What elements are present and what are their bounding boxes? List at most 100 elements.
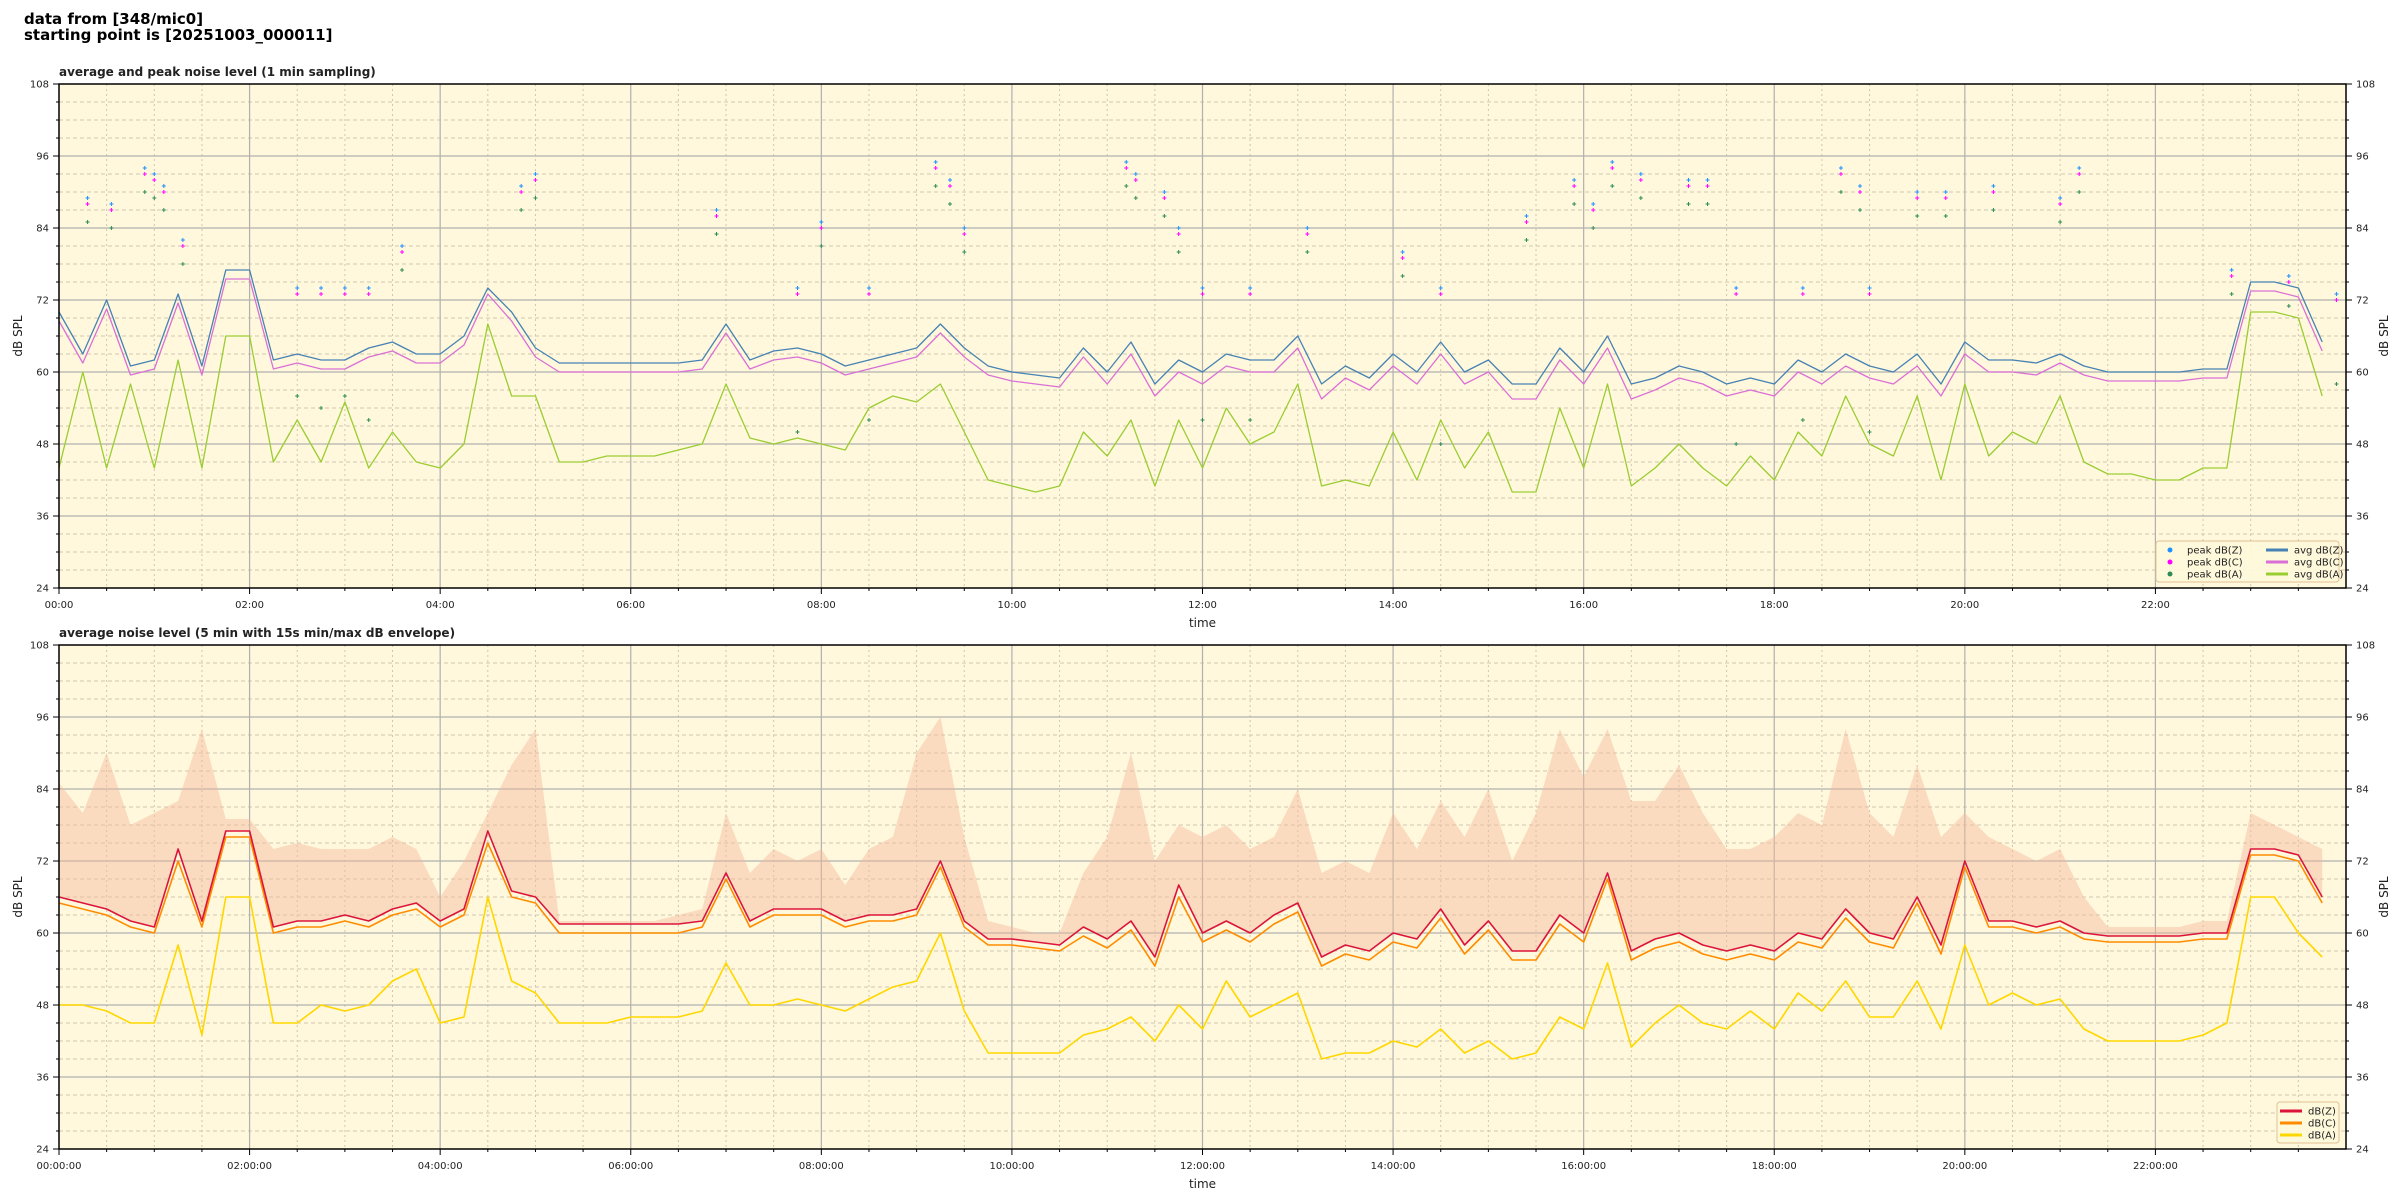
- peak-marker-peakZ: [1524, 214, 1529, 218]
- peak-marker-peakA: [1838, 190, 1843, 194]
- peak-marker-peakZ: [161, 184, 166, 188]
- peak-marker-peakC: [1705, 184, 1710, 188]
- peak-marker-peakZ: [1991, 184, 1996, 188]
- peak-marker-peakC: [933, 166, 938, 170]
- peak-marker-peakA: [819, 244, 824, 248]
- peak-marker-peakA: [319, 406, 324, 410]
- legend-label: avg dB(C): [2294, 558, 2344, 569]
- peak-marker-peakZ: [1305, 226, 1310, 230]
- peak-marker-peakA: [109, 226, 114, 230]
- peak-marker-peakA: [2286, 304, 2291, 308]
- peak-marker-peakA: [1915, 214, 1920, 218]
- peak-marker-peakA: [161, 208, 166, 212]
- peak-marker-peakA: [342, 394, 347, 398]
- x-axis-label: time: [1189, 616, 1216, 630]
- y-tick-label-left: 108: [30, 80, 49, 91]
- y-axis-label-right: dB SPL: [2377, 315, 2391, 357]
- peak-marker-peakA: [1162, 214, 1167, 218]
- y-tick-label-right: 84: [2356, 785, 2369, 796]
- peak-marker-peakZ: [2229, 268, 2234, 272]
- peak-marker-peakA: [1686, 202, 1691, 206]
- peak-marker-peakZ: [1591, 202, 1596, 206]
- peak-marker-peakA: [1400, 274, 1405, 278]
- peak-marker-peakC: [1867, 292, 1872, 296]
- peak-marker-peakC: [1838, 172, 1843, 176]
- y-tick-label-left: 72: [36, 857, 49, 868]
- peak-marker-peakA: [2334, 382, 2339, 386]
- legend-label: peak dB(Z): [2187, 546, 2243, 557]
- peak-marker-peakC: [2058, 202, 2063, 206]
- y-axis-label-left: dB SPL: [11, 876, 25, 918]
- peak-marker-peakA: [1991, 208, 1996, 212]
- peak-marker-peakC: [180, 244, 185, 248]
- peak-marker-peakC: [366, 292, 371, 296]
- peak-marker-peakA: [400, 268, 405, 272]
- peak-marker-peakZ: [400, 244, 405, 248]
- peak-marker-peakA: [933, 184, 938, 188]
- peak-marker-peakC: [1591, 208, 1596, 212]
- peak-marker-peakC: [1305, 232, 1310, 236]
- y-tick-label-left: 96: [36, 152, 49, 163]
- peak-marker-peakC: [1734, 292, 1739, 296]
- peak-marker-peakZ: [1572, 178, 1577, 182]
- peak-marker-peakC: [1610, 166, 1615, 170]
- x-tick-label: 14:00: [1379, 600, 1408, 611]
- plot-frame: [58, 644, 2347, 1150]
- peak-marker-peakZ: [714, 208, 719, 212]
- peak-marker-peakC: [1400, 256, 1405, 260]
- x-tick-label: 22:00: [2141, 600, 2170, 611]
- peak-marker-peakA: [519, 208, 524, 212]
- peak-marker-peakZ: [366, 286, 371, 290]
- chart-title: average noise level (5 min with 15s min/…: [59, 626, 455, 640]
- peak-marker-peakC: [2077, 172, 2082, 176]
- peak-marker-peakZ: [109, 202, 114, 206]
- peak-marker-peakC: [1858, 190, 1863, 194]
- x-tick-label: 00:00:00: [37, 1161, 82, 1172]
- peak-marker-peakZ: [1610, 160, 1615, 164]
- figure-title-line-2: starting point is [20251003_000011]: [24, 26, 333, 44]
- x-tick-label: 12:00:00: [1180, 1161, 1225, 1172]
- peak-marker-peakZ: [1867, 286, 1872, 290]
- peak-marker-peakZ: [1162, 190, 1167, 194]
- y-tick-label-left: 72: [36, 296, 49, 307]
- x-tick-label: 14:00:00: [1371, 1161, 1416, 1172]
- peak-marker-peakA: [152, 196, 157, 200]
- peak-marker-peakA: [1734, 442, 1739, 446]
- y-axis-label-left: dB SPL: [11, 315, 25, 357]
- y-tick-label-right: 108: [2356, 641, 2375, 652]
- series-line-dbC: [58, 836, 2323, 967]
- peak-marker-peakA: [1867, 430, 1872, 434]
- peak-marker-peakC: [714, 214, 719, 218]
- peak-marker-peakA: [1176, 250, 1181, 254]
- y-axis-label-right: dB SPL: [2377, 876, 2391, 918]
- peak-marker-peakZ: [533, 172, 538, 176]
- y-tick-label-right: 48: [2356, 1001, 2369, 1012]
- legend-label: dB(C): [2308, 1119, 2336, 1130]
- x-tick-label: 00:00: [45, 600, 74, 611]
- peak-marker-peakC: [1124, 166, 1129, 170]
- y-tick-label-right: 24: [2356, 1145, 2369, 1156]
- series-line-avgC: [58, 278, 2323, 400]
- x-tick-label: 10:00:00: [989, 1161, 1034, 1172]
- peak-marker-peakZ: [152, 172, 157, 176]
- peak-marker-peakA: [866, 418, 871, 422]
- y-tick-label-right: 48: [2356, 440, 2369, 451]
- peak-marker-peakA: [714, 232, 719, 236]
- legend-label: peak dB(A): [2187, 570, 2243, 581]
- peak-marker-peakA: [1572, 202, 1577, 206]
- y-tick-label-left: 36: [36, 512, 49, 523]
- peak-marker-peakC: [1915, 196, 1920, 200]
- plot-frame: [58, 83, 2347, 589]
- peak-marker-peakA: [2077, 190, 2082, 194]
- y-tick-label-left: 60: [36, 368, 49, 379]
- y-tick-label-left: 36: [36, 1073, 49, 1084]
- peak-marker-peakA: [2058, 220, 2063, 224]
- peak-marker-peakA: [1200, 418, 1205, 422]
- peak-marker-peakC: [1200, 292, 1205, 296]
- peak-marker-peakZ: [1176, 226, 1181, 230]
- legend: dB(Z)dB(C)dB(A): [2276, 1101, 2340, 1144]
- y-tick-label-right: 24: [2356, 584, 2369, 595]
- legend-marker-peakA: [2167, 571, 2173, 577]
- peak-marker-peakC: [1176, 232, 1181, 236]
